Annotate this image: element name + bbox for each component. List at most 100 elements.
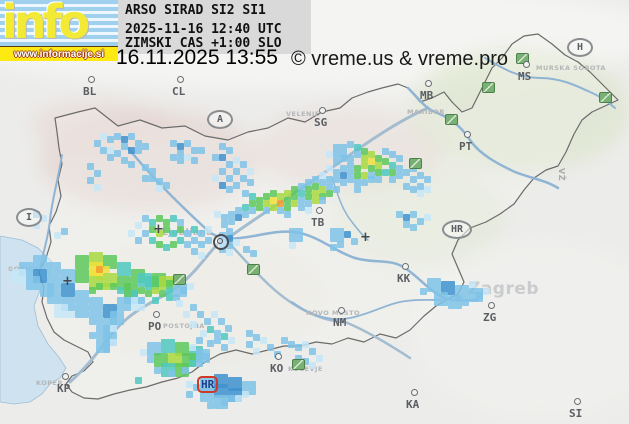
radar-cell: [228, 218, 235, 225]
city-label-pt: PT: [459, 140, 473, 153]
radar-cell: [110, 311, 124, 325]
radar-cell: [89, 332, 96, 339]
radar-cell: [128, 161, 135, 168]
radar-cell: [277, 193, 284, 200]
radar-cell: [135, 237, 142, 244]
radar-cell: [284, 190, 291, 197]
radar-cell: [89, 269, 96, 276]
radar-cell: [221, 333, 228, 340]
radar-cell: [448, 295, 462, 309]
radar-cell: [289, 228, 303, 242]
radar-cell: [149, 219, 156, 226]
radar-cell: [204, 318, 211, 325]
radar-cell: [196, 337, 203, 344]
radar-cell: [316, 355, 323, 362]
radar-cell: [368, 172, 375, 179]
radar-cell: [389, 162, 396, 169]
radar-cell: [198, 147, 205, 154]
river-krka: [291, 298, 443, 320]
radar-cell: [347, 169, 354, 176]
radar-cell: [375, 155, 382, 162]
radar-cell: [228, 337, 235, 344]
radar-cell: [221, 214, 228, 221]
radar-cell: [184, 230, 191, 237]
radar-cell: [312, 197, 319, 204]
radar-cell: [354, 172, 361, 179]
radar-cell: [107, 154, 114, 161]
radar-cell: [54, 232, 61, 239]
radar-cell: [96, 283, 103, 290]
radar-cell: [198, 230, 205, 237]
radar-cell: [375, 162, 382, 169]
radar-cell: [61, 283, 75, 297]
radar-cell: [177, 219, 184, 226]
city-marker-dot-ko: [275, 353, 282, 360]
radar-cell: [142, 230, 149, 237]
radar-cell: [154, 367, 161, 374]
radar-cell: [284, 211, 291, 218]
radar-cell: [219, 168, 226, 175]
radar-cell: [149, 226, 156, 233]
radar-cell: [368, 151, 375, 158]
radar-cell: [197, 311, 204, 318]
radar-cell: [240, 175, 247, 182]
radar-cell: [175, 342, 189, 356]
radar-cell: [277, 200, 284, 207]
radar-cell: [107, 147, 114, 154]
radar-cell: [375, 176, 382, 183]
radar-cell: [177, 143, 184, 150]
radar-cell: [403, 221, 410, 228]
radar-cell: [319, 172, 326, 179]
radar-cell: [235, 214, 242, 221]
radar-cell: [193, 384, 200, 391]
airport-icon: +: [360, 230, 371, 245]
radar-cell: [347, 162, 354, 169]
radar-cell: [344, 231, 351, 238]
radar-cell: [94, 170, 101, 177]
radar-cell: [161, 339, 175, 353]
radar-cell: [235, 395, 242, 402]
country-marker-i: I: [16, 207, 42, 227]
radar-cell: [177, 150, 184, 157]
city-marker-dot-pt: [464, 131, 471, 138]
radar-cell: [226, 147, 233, 154]
website-banner[interactable]: www.informacije.si: [0, 46, 118, 61]
radar-cell: [228, 377, 242, 391]
radar-cell: [305, 193, 312, 200]
radar-cell: [152, 297, 159, 304]
road-shield-icon: [292, 359, 305, 370]
radar-cell: [110, 283, 117, 290]
radar-cell: [103, 283, 110, 290]
radar-cell: [205, 237, 212, 244]
website-banner-link[interactable]: www.informacije.si: [13, 48, 105, 60]
city-marker-dot-ms: [523, 61, 530, 68]
radar-cell: [189, 344, 196, 351]
radar-cell: [184, 140, 191, 147]
radar-cell: [226, 161, 233, 168]
radar-cell: [291, 193, 298, 200]
city-marker-dot-mb: [425, 80, 432, 87]
radar-cell: [382, 148, 389, 155]
radar-cell: [263, 200, 270, 207]
radar-cell: [382, 158, 389, 165]
radar-cell: [135, 222, 142, 229]
radar-cell: [221, 399, 228, 406]
radar-cell: [189, 360, 196, 367]
radar-cell: [225, 325, 232, 332]
radar-cell: [351, 238, 358, 245]
radar-cell: [94, 184, 101, 191]
area-label-rotated-vž: VŽ: [557, 168, 566, 181]
radar-cell: [166, 287, 173, 294]
radar-cell: [403, 214, 410, 221]
radar-cell: [330, 228, 344, 242]
radar-cell: [305, 179, 312, 186]
radar-cell: [298, 190, 305, 197]
radar-cell: [156, 241, 163, 248]
radar-cell: [100, 133, 107, 140]
city-label-ka: KA: [406, 398, 420, 411]
radar-cell: [114, 150, 121, 157]
radar-cell: [253, 334, 260, 341]
radar-cell: [186, 391, 193, 398]
radar-cell: [117, 262, 131, 276]
radar-cell: [138, 297, 145, 304]
